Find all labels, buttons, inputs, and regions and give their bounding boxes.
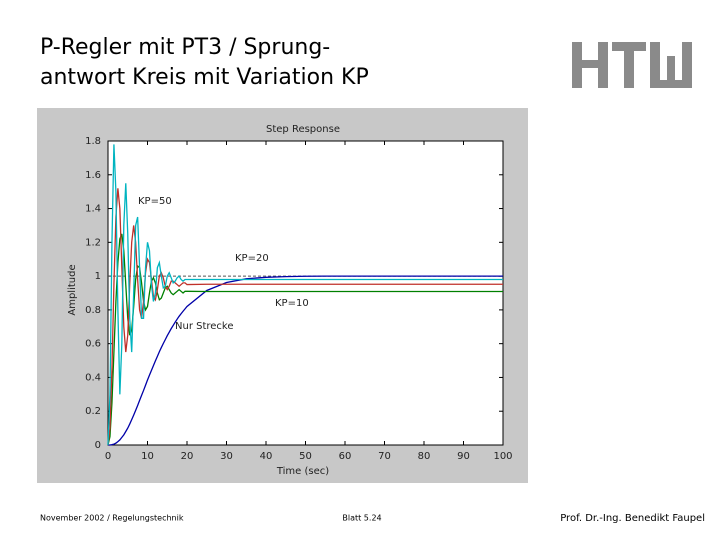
x-tick-label: 70: [378, 451, 391, 462]
x-tick-label: 30: [220, 451, 233, 462]
series-line: [107, 144, 503, 446]
footer-center: Blatt 5.24: [342, 514, 381, 523]
x-tick-label: 100: [493, 451, 512, 462]
x-tick-label: 50: [299, 451, 312, 462]
series-line: [108, 275, 503, 446]
y-tick-label: 0.6: [85, 339, 101, 350]
x-tick-label: 10: [141, 451, 154, 462]
title-line: antwort Kreis mit Variation KP: [40, 65, 369, 90]
y-tick-label: 0.4: [85, 372, 101, 383]
chart-title: Step Response: [266, 124, 340, 135]
x-tick-label: 90: [457, 451, 470, 462]
y-tick-label: 1: [95, 271, 101, 282]
footer-left: November 2002 / Regelungstechnik: [40, 514, 184, 523]
plot-area: [107, 140, 504, 446]
series-label: KP=20: [235, 253, 269, 264]
footer-right: Prof. Dr.-Ing. Benedikt Faupel: [560, 513, 705, 524]
title-line: P-Regler mit PT3 / Sprung-: [40, 35, 330, 60]
series-line: [107, 188, 503, 446]
x-tick-label: 20: [181, 451, 194, 462]
x-axis-label: Time (sec): [276, 466, 329, 477]
logo: [572, 42, 692, 88]
y-tick-label: 1.6: [85, 170, 101, 181]
series-label: KP=10: [275, 298, 309, 309]
y-tick-label: 0.2: [85, 406, 101, 417]
y-tick-label: 1.4: [85, 204, 101, 215]
x-tick-label: 40: [260, 451, 273, 462]
x-tick-label: 0: [105, 451, 111, 462]
y-tick-label: 0: [95, 440, 101, 451]
series-line: [107, 233, 503, 446]
series-label: Nur Strecke: [175, 321, 234, 332]
y-tick-label: 0.8: [85, 305, 101, 316]
x-tick-label: 60: [339, 451, 352, 462]
series-label: KP=50: [138, 196, 172, 207]
y-tick-label: 1.8: [85, 136, 101, 147]
y-tick-label: 1.2: [85, 237, 101, 248]
y-axis-label: Amplitude: [67, 264, 78, 315]
x-tick-label: 80: [418, 451, 431, 462]
